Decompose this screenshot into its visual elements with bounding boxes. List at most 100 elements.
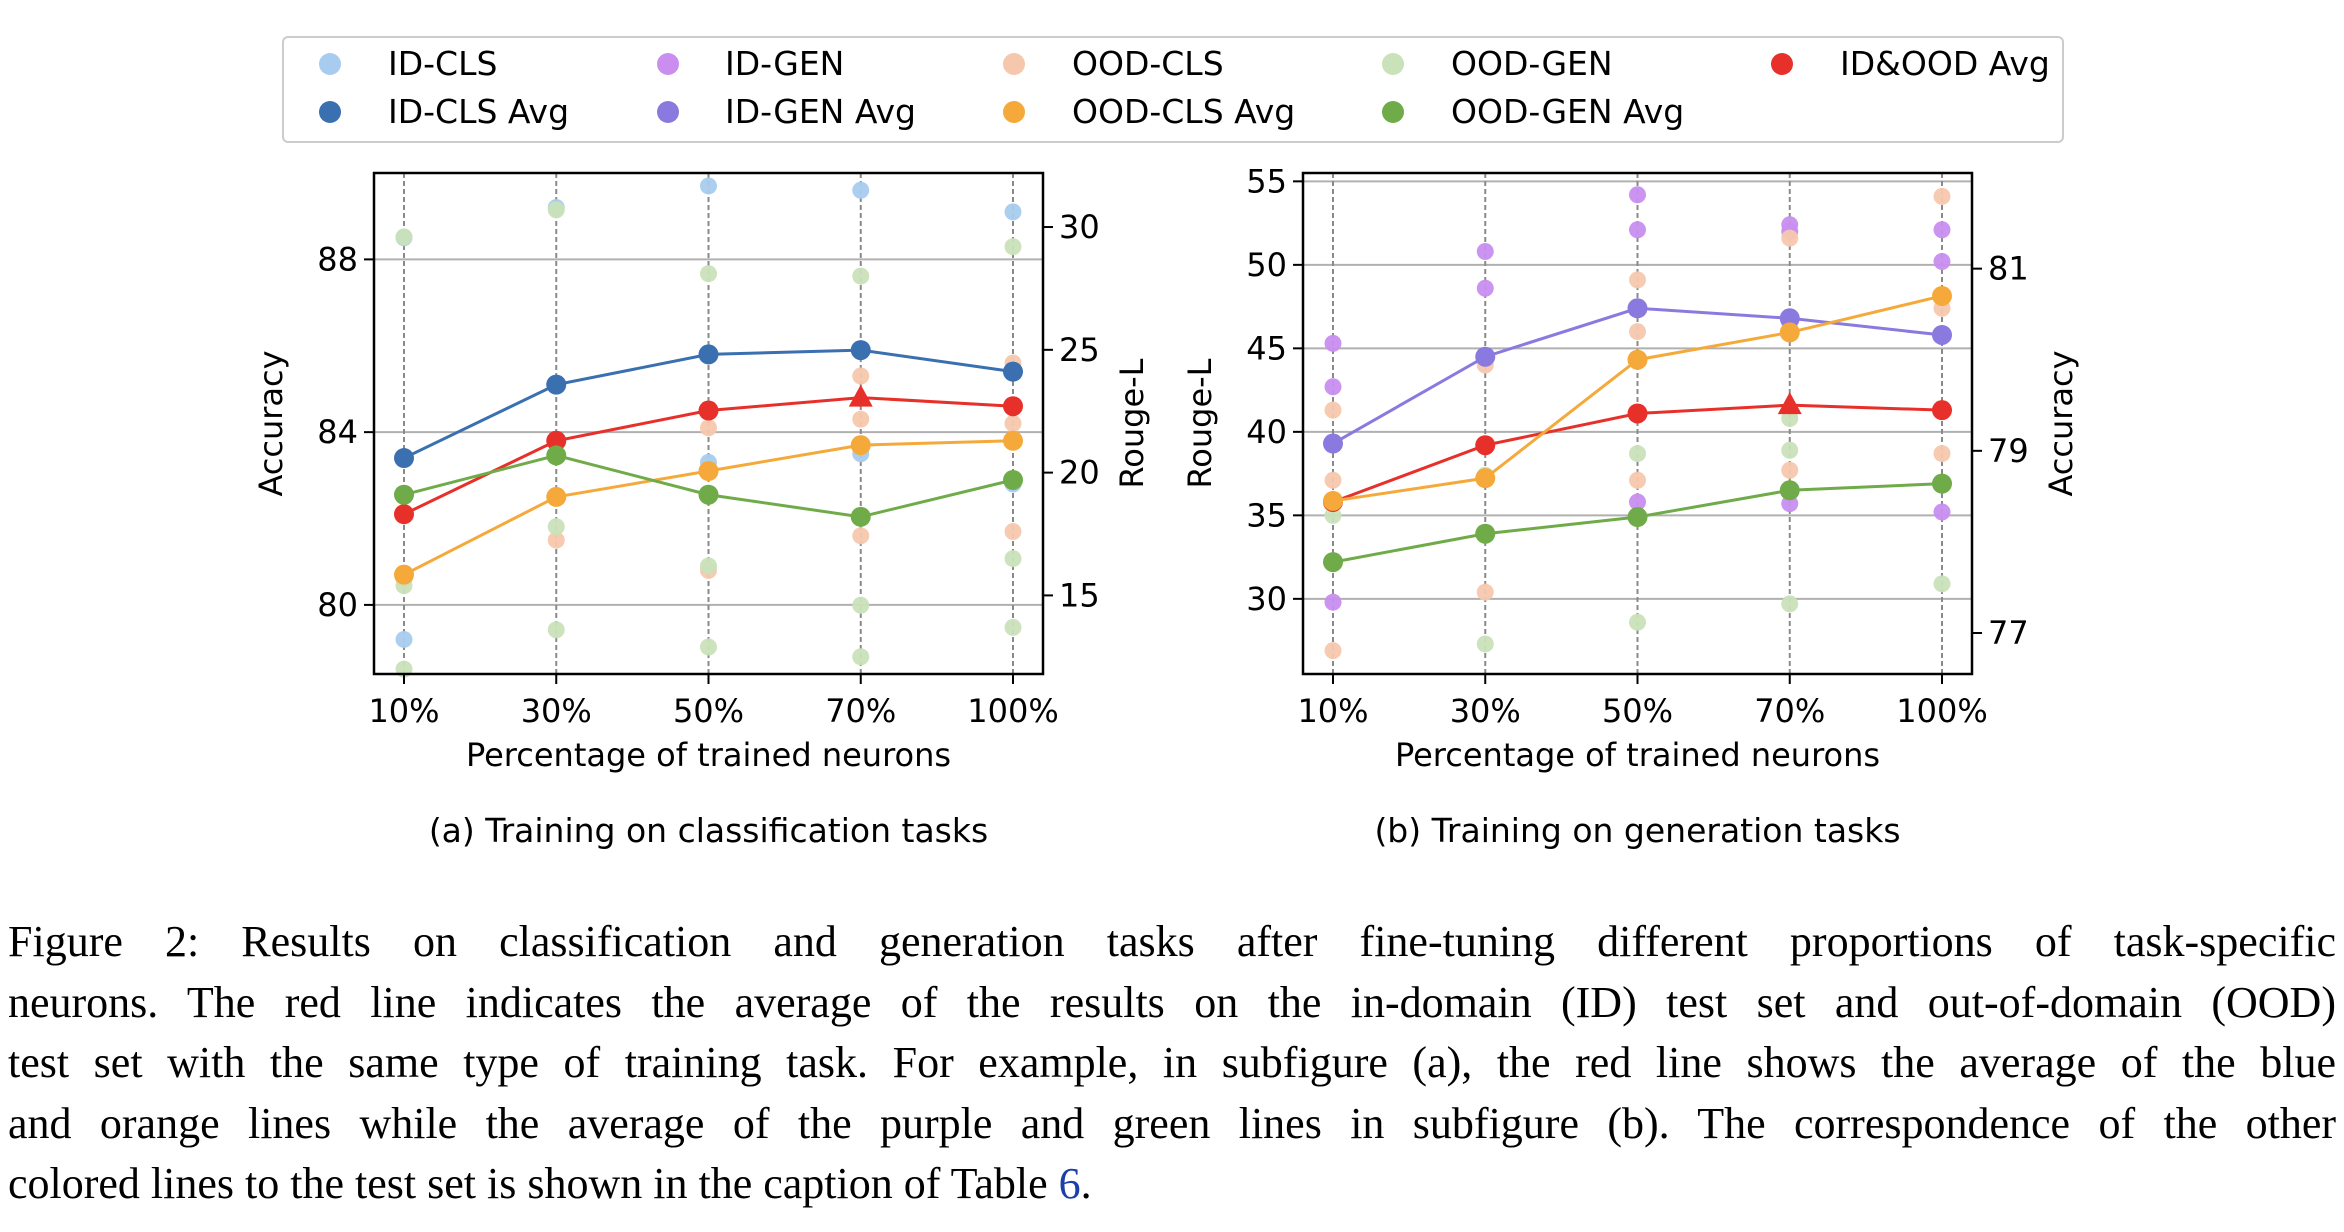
scatter-point — [1004, 550, 1022, 568]
scatter-point — [547, 531, 565, 549]
y-tick-label: 45 — [1246, 329, 1287, 367]
x-tick-label: 30% — [521, 692, 592, 730]
scatter-point — [1781, 409, 1799, 427]
legend-label: OOD-CLS Avg — [1072, 92, 1295, 131]
caption-line: Figure 2: Results on classification and … — [8, 917, 2336, 966]
series-point — [1323, 433, 1343, 454]
y2-tick-label: 79 — [1988, 432, 2029, 470]
scatter-point — [395, 228, 413, 246]
caption-line: colored lines to the test set is shown i… — [8, 1154, 2336, 1215]
series-point — [1003, 469, 1023, 490]
scatter-point — [1324, 334, 1342, 352]
legend-marker — [1382, 53, 1404, 75]
scatter-point — [1629, 471, 1646, 489]
legend-label: OOD-GEN Avg — [1451, 92, 1684, 131]
y-tick-label: 88 — [317, 240, 358, 278]
series-point — [698, 461, 719, 482]
series-point — [546, 445, 567, 466]
scatter-point — [1781, 595, 1799, 613]
scatter-point — [547, 518, 565, 536]
scatter-point — [1629, 613, 1646, 631]
panel-b-chart: 30 35 40 45 50 55 77 79 81 10% 30% 50% 70% 100% Percen… — [1181, 162, 2080, 850]
scatter-point — [1004, 415, 1022, 432]
series-point — [1003, 430, 1023, 451]
scatter-point — [700, 557, 717, 575]
y2-axis-label: Accuracy — [2042, 350, 2080, 496]
scatter-point — [1004, 238, 1022, 256]
max-marker-triangle — [848, 384, 873, 407]
x-axis-label: Percentage of trained neurons — [1395, 736, 1880, 774]
scatter-point — [1476, 279, 1494, 297]
scatter-point — [1629, 445, 1646, 463]
scatter-point — [1629, 221, 1646, 239]
series-point — [1627, 403, 1648, 424]
series-point — [1932, 473, 1952, 494]
x-tick-label: 10% — [368, 692, 439, 730]
series-point — [546, 430, 567, 451]
panel-a-chart: 80 84 88 15 20 25 30 10% 30% 50% 70% 100% Percentage… — [252, 171, 1151, 850]
scatter-point — [852, 648, 870, 666]
table-reference-link[interactable]: 6 — [1058, 1159, 1081, 1208]
x-tick-label: 50% — [673, 692, 744, 730]
scatter-point — [1933, 221, 1951, 239]
legend-marker — [1003, 53, 1025, 75]
figure: ID-CLS ID-CLS Avg ID-GEN ID-GEN Avg OOD-CLS O… — [252, 36, 2080, 850]
series-point — [1627, 349, 1648, 370]
y-tick-label: 50 — [1246, 246, 1287, 284]
scatter-point — [1933, 253, 1951, 271]
y2-tick-label: 77 — [1988, 614, 2029, 652]
series-point — [394, 448, 414, 469]
y2-axis-label: Rouge-L — [1113, 358, 1151, 488]
caption-line: neurons. The red line indicates the aver… — [8, 977, 2336, 1027]
series-point — [1932, 285, 1952, 306]
y-tick-label: 80 — [317, 586, 358, 624]
series-point — [698, 484, 719, 505]
series-point — [1779, 480, 1800, 501]
y2-tick-label: 20 — [1059, 454, 1100, 492]
series-point — [698, 400, 719, 421]
scatter-point — [1781, 441, 1799, 459]
series-point — [546, 486, 567, 507]
caption-text: colored lines to the test set is shown i… — [8, 1159, 1059, 1208]
scatter-point — [1933, 445, 1951, 463]
caption-text: . — [1080, 1159, 1092, 1208]
scatter-point — [1324, 471, 1342, 489]
series-point — [1003, 396, 1023, 417]
series-point — [1932, 400, 1952, 421]
x-tick-label: 50% — [1602, 692, 1673, 730]
series-point — [546, 374, 567, 395]
legend-label: ID-GEN Avg — [725, 92, 916, 131]
scatter-point — [1476, 635, 1494, 653]
caption-line: test set with the same type of training … — [8, 1038, 2336, 1087]
y2-tick-label: 15 — [1059, 576, 1100, 614]
x-axis-label: Percentage of trained neurons — [466, 736, 951, 774]
legend-marker — [319, 101, 341, 123]
x-tick-label: 100% — [1896, 692, 1987, 730]
caption-line: and orange lines while the average of th… — [8, 1098, 2336, 1148]
legend-label: ID-CLS — [388, 44, 497, 83]
scatter-point — [1004, 522, 1022, 540]
y2-tick-label: 25 — [1059, 331, 1100, 369]
scatter-point — [395, 630, 413, 648]
series-point — [1779, 322, 1800, 343]
scatter-point — [700, 177, 717, 195]
subfigure-caption: (b) Training on generation tasks — [1374, 811, 1900, 850]
scatter-point — [700, 265, 717, 283]
scatter-point — [1324, 642, 1342, 660]
series-point — [850, 506, 871, 527]
y-tick-label: 30 — [1246, 580, 1287, 618]
scatter-point — [1781, 461, 1799, 479]
scatter-point — [1324, 401, 1342, 419]
series-point — [1475, 468, 1496, 489]
legend-marker — [657, 53, 679, 75]
scatter-point — [1476, 242, 1494, 260]
scatter-point — [852, 181, 870, 199]
series-point — [1323, 552, 1343, 573]
series-point — [698, 344, 719, 365]
scatter-point — [852, 267, 870, 285]
x-tick-label: 100% — [967, 692, 1058, 730]
series-point — [1932, 324, 1952, 345]
scatter-point — [1004, 203, 1022, 221]
y2-tick-label: 30 — [1059, 208, 1100, 246]
legend-label: ID-GEN — [725, 44, 844, 83]
